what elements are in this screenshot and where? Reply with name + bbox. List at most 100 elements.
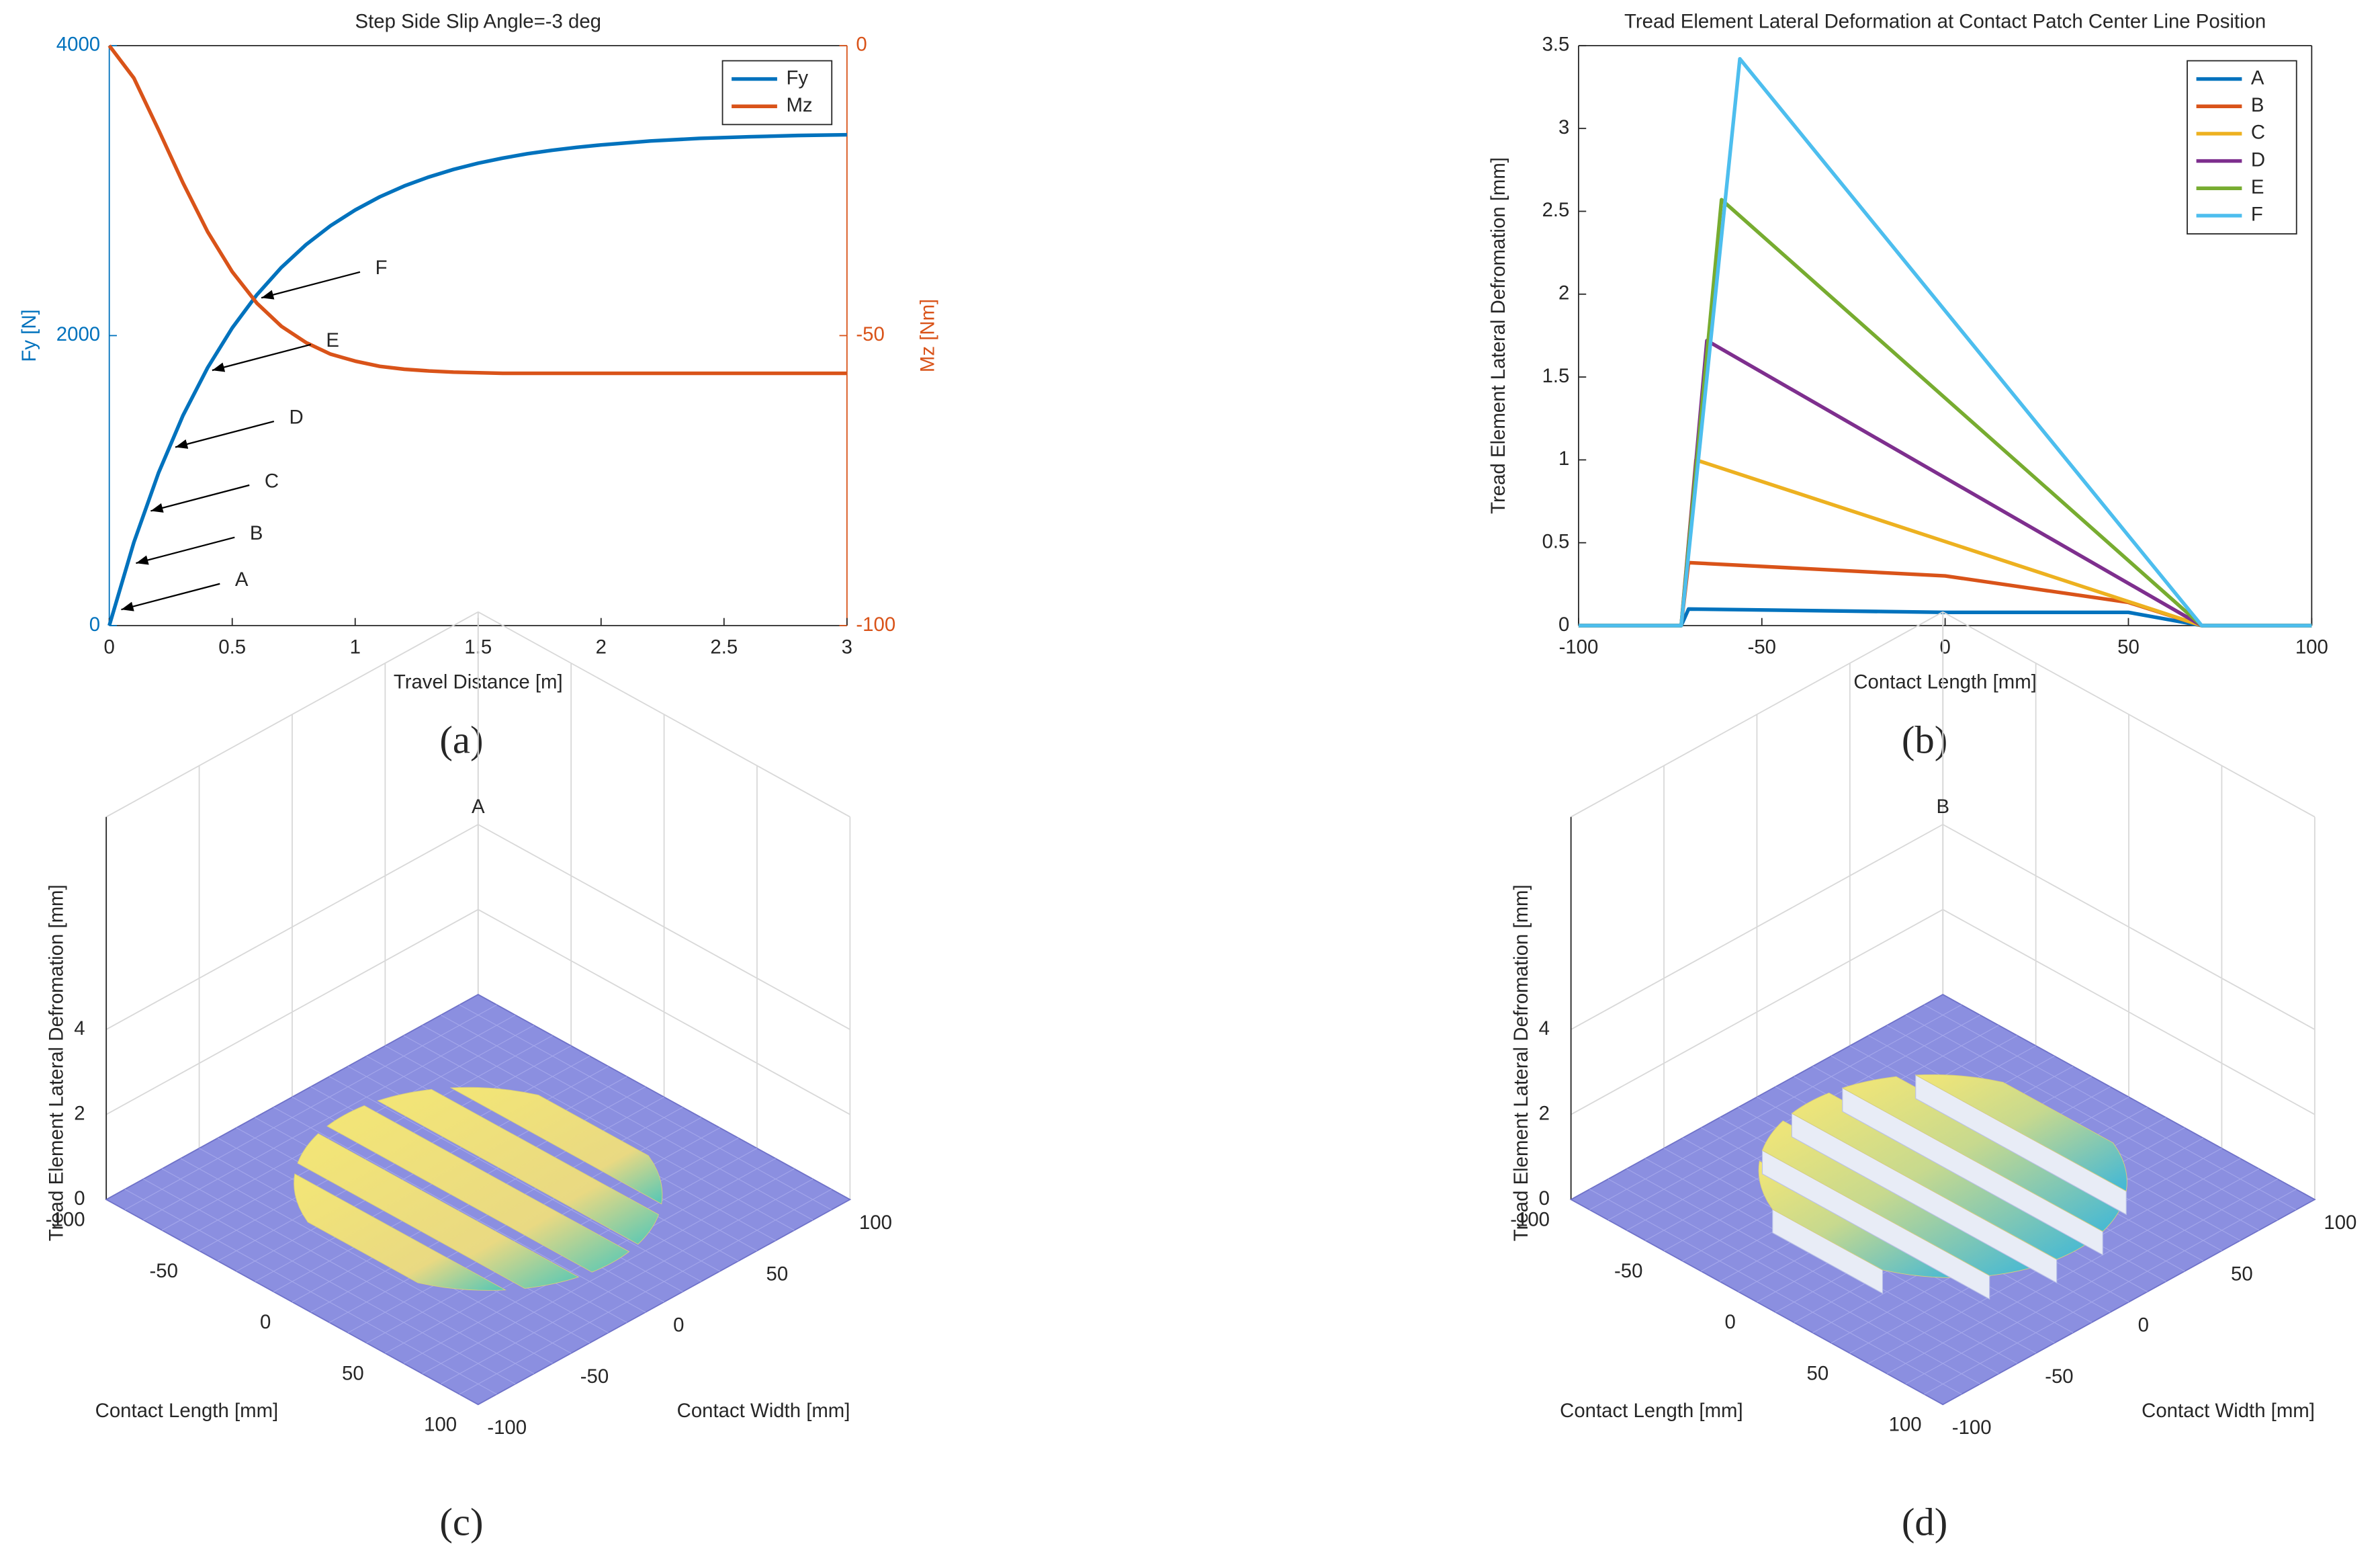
z-tick-label: 0 <box>1539 1187 1550 1210</box>
floor-mesh <box>329 1076 702 1282</box>
x-axis-label: Contact Length [mm] <box>1560 1400 1743 1422</box>
chart-title: B <box>1936 796 1949 818</box>
x-tick-label: -50 <box>149 1260 177 1282</box>
x-tick-label: 0 <box>104 636 115 659</box>
z-axis-label: Tread Element Lateral Defromation [mm] <box>1510 884 1532 1241</box>
wall-top <box>478 611 850 818</box>
rib-surface <box>297 1133 580 1289</box>
z-grid <box>1571 823 2316 1030</box>
floor-mesh <box>422 1025 795 1231</box>
legend-box <box>2187 60 2297 235</box>
x-tick-label: -100 <box>1510 1209 1550 1231</box>
x-tick-label: 50 <box>342 1362 364 1384</box>
z-tick-label: 0 <box>74 1187 85 1210</box>
floor-mesh <box>1905 1179 2278 1385</box>
legend-label: Mz <box>786 94 812 116</box>
y-tick-label: 50 <box>766 1263 789 1285</box>
y-tick-label: -50 <box>2045 1365 2073 1388</box>
x-tick-label: 2 <box>596 636 607 659</box>
y-tick-label: 0 <box>89 613 100 636</box>
series-line <box>107 44 847 376</box>
rib-surface <box>449 1087 663 1205</box>
rib-surface <box>1791 1092 2095 1260</box>
y-tick-label: 0 <box>2138 1314 2149 1337</box>
annotation-label: F <box>376 257 388 279</box>
rib-surface <box>294 1173 506 1291</box>
y-tick-label: 100 <box>859 1212 892 1234</box>
annotation-arrow <box>150 484 250 513</box>
y2-tick-label: 0 <box>856 34 867 56</box>
legend-label: F <box>2251 204 2263 226</box>
x-tick-label: 0 <box>1724 1311 1735 1333</box>
floor-mesh <box>459 1189 832 1395</box>
y-tick-label: 3 <box>1558 116 1569 138</box>
y2-axis-label: Mz [Nm] <box>917 299 939 372</box>
chart-title: Step Side Slip Angle=-3 deg <box>355 11 601 33</box>
y-tick-label: 0 <box>673 1314 684 1337</box>
x-tick-label: 3 <box>842 636 852 659</box>
plot-area <box>109 45 847 626</box>
x-tick-label: 100 <box>2295 636 2328 659</box>
floor-mesh <box>1886 1168 2260 1374</box>
x-tick-label: 0.5 <box>218 636 246 659</box>
z-grid <box>105 908 850 1115</box>
rib-surface <box>326 1105 630 1273</box>
floor-mesh <box>422 1168 795 1374</box>
y-tick-label: -50 <box>580 1365 609 1388</box>
y-tick-label: 50 <box>2231 1263 2253 1285</box>
y-tick-label: 1 <box>1558 448 1569 470</box>
legend-label: B <box>2251 94 2264 116</box>
rib-surface <box>1914 1074 2127 1192</box>
annotation-label: D <box>289 406 303 428</box>
caption: (c) <box>439 1500 483 1543</box>
rib-surface <box>1841 1076 2124 1232</box>
annotation-label: A <box>235 568 249 591</box>
floor-mesh <box>459 1004 832 1210</box>
annotation-arrow <box>175 420 275 449</box>
x-axis-label: Contact Length [mm] <box>95 1400 279 1422</box>
legend-label: Fy <box>786 67 808 89</box>
y-axis-label: Tread Element Lateral Defromation [mm] <box>1487 157 1509 514</box>
z-axis-label: Tread Element Lateral Defromation [mm] <box>46 884 68 1241</box>
y2-tick-label: -100 <box>856 613 895 636</box>
x-tick-label: -50 <box>1614 1260 1642 1282</box>
y-tick-label: 2000 <box>56 323 100 345</box>
annotation-label: C <box>265 470 279 492</box>
y-tick-label: 0.5 <box>1542 530 1570 552</box>
legend-label: A <box>2251 67 2264 89</box>
x-tick-label: 0 <box>1939 636 1950 659</box>
chart-title: Tread Element Lateral Deformation at Con… <box>1624 11 2266 33</box>
z-grid <box>1571 908 2316 1115</box>
y-tick-label: 2.5 <box>1542 199 1570 221</box>
z-tick-label: 2 <box>74 1102 85 1124</box>
floor-mesh <box>1905 1015 2278 1221</box>
y-tick-label: 4000 <box>56 34 100 56</box>
y-tick-label: 0 <box>1558 613 1569 636</box>
y-tick-label: 2 <box>1558 282 1569 304</box>
wall-top <box>105 611 479 818</box>
y-axis-label: Contact Width [mm] <box>677 1400 850 1422</box>
y-axis-label: Fy [N] <box>18 309 40 362</box>
legend-label: D <box>2251 149 2265 171</box>
caption: (a) <box>439 718 483 762</box>
wall-top <box>1942 611 2316 818</box>
x-tick-label: -100 <box>1559 636 1599 659</box>
x-tick-label: 50 <box>1807 1362 1829 1384</box>
y2-tick-label: -50 <box>856 323 884 345</box>
x-tick-label: 50 <box>2117 636 2140 659</box>
annotation-arrow <box>261 271 361 300</box>
annotation-label: B <box>250 522 263 544</box>
legend-label: C <box>2251 122 2265 144</box>
floor-mesh <box>441 1179 813 1385</box>
y-tick-label: -100 <box>1952 1416 1992 1439</box>
annotation-arrow <box>212 343 312 372</box>
z-tick-label: 4 <box>1539 1017 1550 1040</box>
y-tick-label: 100 <box>2324 1212 2356 1234</box>
y-tick-label: -100 <box>487 1416 527 1439</box>
x-tick-label: 0 <box>260 1311 271 1333</box>
x-tick-label: -50 <box>1748 636 1776 659</box>
floor-mesh <box>1924 1189 2297 1395</box>
z-tick-label: 4 <box>74 1017 85 1040</box>
series-line <box>107 132 847 626</box>
